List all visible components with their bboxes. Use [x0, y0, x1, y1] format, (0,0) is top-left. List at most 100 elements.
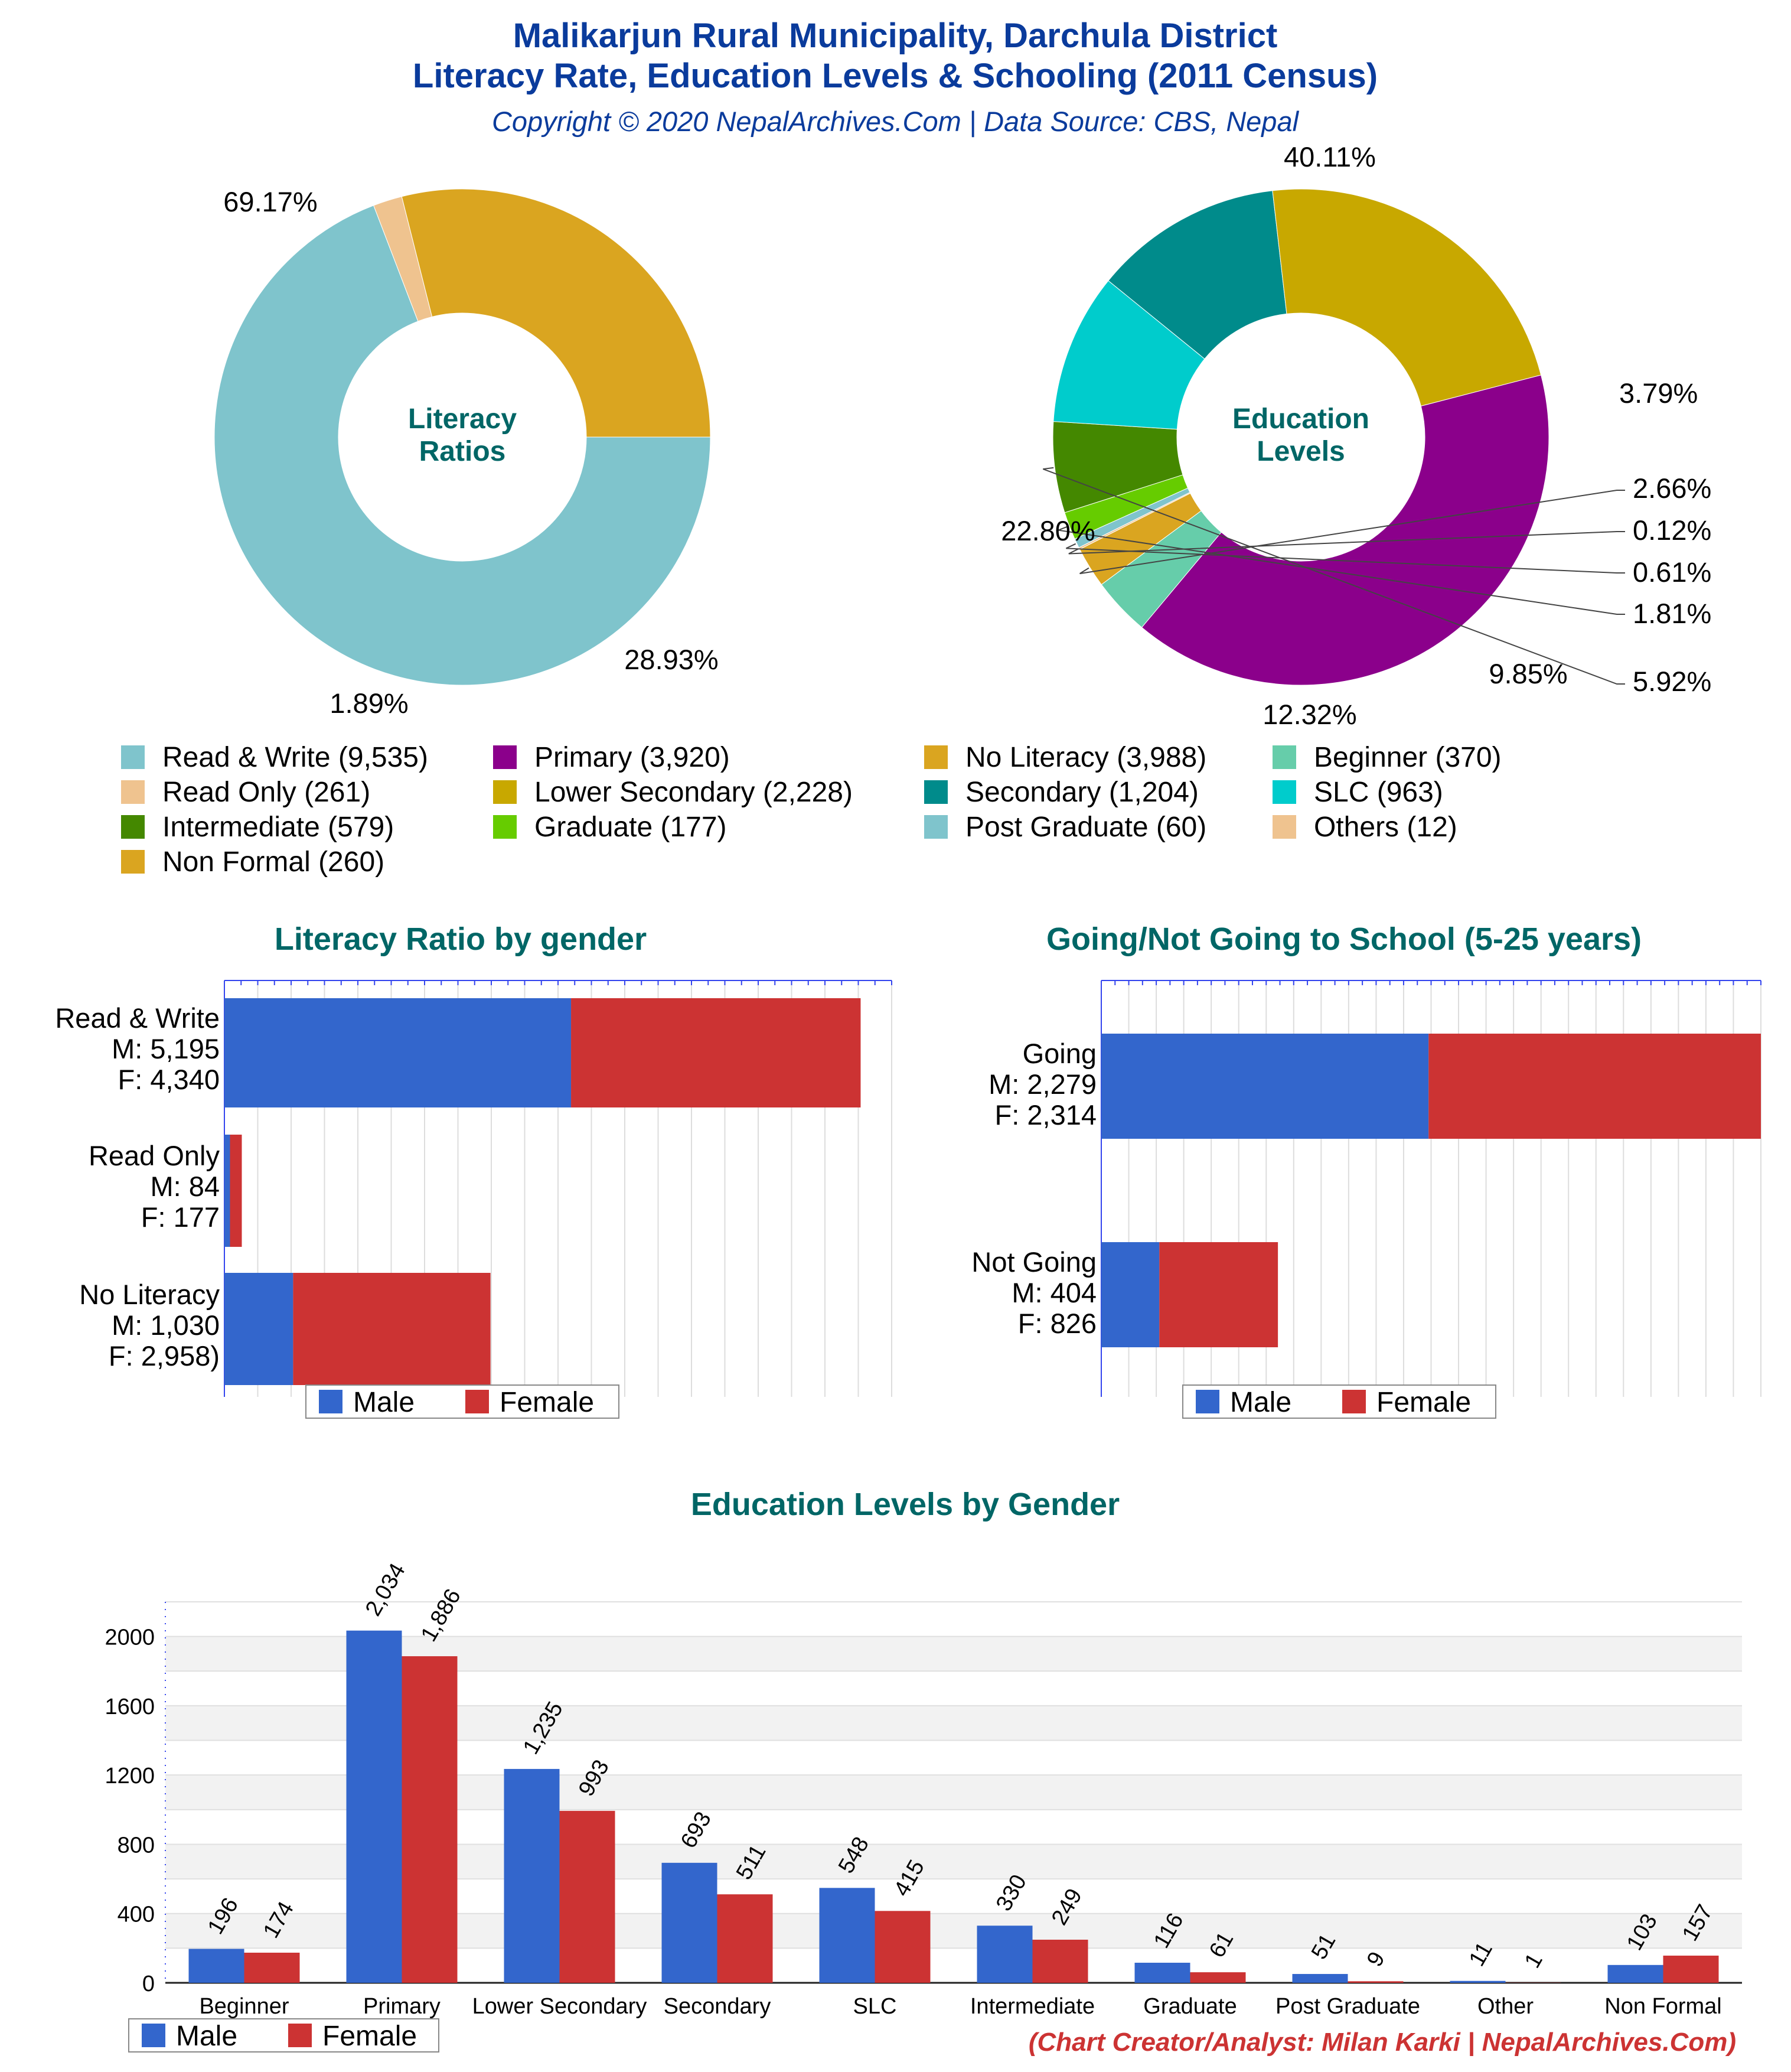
legend-label-male: Male — [176, 2021, 237, 2052]
legend-label-post-graduate: Post Graduate (60) — [965, 812, 1206, 843]
legend-swatch-non-formal — [121, 850, 145, 874]
pie2-pct-post-graduate: 0.61% — [1633, 556, 1711, 588]
pie2-pct-slc: 9.85% — [1489, 658, 1567, 689]
category-label-read-only-line2: M: 84 — [150, 1171, 220, 1202]
pie1-pct-no-literacy: 28.93% — [624, 644, 718, 675]
education-donut-center-line1: Education — [1232, 403, 1369, 435]
legend-label-read-write: Read & Write (9,535) — [162, 742, 428, 773]
legend-label-female: Female — [500, 1387, 594, 1418]
x-tick-post-graduate: Post Graduate — [1275, 1994, 1420, 2019]
pie2-pct-intermediate: 5.92% — [1633, 666, 1711, 697]
legend-label-slc: SLC (963) — [1314, 777, 1443, 808]
category-label-read-only-line3: F: 177 — [141, 1201, 220, 1233]
bar-graduate-female — [1190, 1972, 1246, 1983]
category-label-read-only-line1: Read Only — [89, 1140, 220, 1171]
bar-read-only-female — [230, 1135, 242, 1247]
legend-label-no-literacy: No Literacy (3,988) — [965, 742, 1206, 773]
page-subtitle: Copyright © 2020 NepalArchives.Com | Dat… — [492, 106, 1300, 137]
legend-swatch-male — [142, 2024, 165, 2047]
bar-intermediate-male — [977, 1926, 1033, 1983]
leader-line-post-graduate — [1065, 543, 1625, 574]
bar-primary-male — [346, 1630, 402, 1983]
education-levels-donut — [1052, 188, 1549, 686]
page-title-line1: Malikarjun Rural Municipality, Darchula … — [513, 17, 1278, 55]
legend-swatch-beginner — [1273, 745, 1296, 769]
category-label-not-going-line3: F: 826 — [1018, 1308, 1097, 1339]
legend-swatch-intermediate — [121, 815, 145, 839]
pie2-pct-lower-secondary: 22.80% — [1001, 515, 1095, 546]
y-tick-2000: 2000 — [105, 1625, 155, 1650]
x-tick-graduate: Graduate — [1143, 1994, 1237, 2019]
leader-line-others — [1068, 531, 1625, 555]
legend-label-lower-secondary: Lower Secondary (2,228) — [534, 777, 853, 808]
bar-post-graduate-male — [1292, 1974, 1348, 1983]
bar-slc-male — [819, 1888, 875, 1983]
bar-lower-secondary-male — [504, 1768, 560, 1983]
page-title-line2: Literacy Rate, Education Levels & School… — [413, 57, 1378, 95]
literacy-gender-title: Literacy Ratio by gender — [275, 921, 647, 957]
legend-label-others: Others (12) — [1314, 812, 1457, 843]
legend-swatch-female — [288, 2024, 312, 2047]
education-donut-leader-lines — [1042, 467, 1625, 685]
legend-box — [128, 2018, 439, 2053]
bar-lower-secondary-female — [559, 1810, 615, 1983]
legend-label-read-only: Read Only (261) — [162, 777, 370, 808]
pie2-pct-others: 0.12% — [1633, 514, 1711, 546]
x-tick-intermediate: Intermediate — [970, 1994, 1095, 2019]
education-donut-center-line2: Levels — [1257, 436, 1345, 467]
literacy-slice-no-literacy — [401, 188, 711, 438]
category-label-going-line1: Going — [1023, 1038, 1097, 1069]
grid-band — [165, 1602, 1742, 1637]
y-tick-400: 400 — [118, 1902, 155, 1927]
bar-no-literacy-female — [293, 1273, 491, 1385]
pie1-pct-read-write: 69.17% — [223, 186, 317, 217]
y-tick-1600: 1600 — [105, 1695, 155, 1719]
x-tick-slc: SLC — [853, 1994, 897, 2019]
bar-going-female — [1428, 1034, 1761, 1139]
y-tick-1200: 1200 — [105, 1764, 155, 1788]
pie2-pct-non-formal: 2.66% — [1633, 473, 1711, 504]
category-label-read-write-line2: M: 5,195 — [112, 1033, 220, 1064]
bar-slc-female — [875, 1911, 931, 1983]
x-tick-lower-secondary: Lower Secondary — [472, 1994, 647, 2019]
legend-swatch-female — [465, 1390, 489, 1413]
education-slice-secondary — [1108, 190, 1287, 360]
legend-swatch-lower-secondary — [493, 780, 517, 804]
pie1-pct-read-only: 1.89% — [330, 688, 408, 719]
education-slice-lower-secondary — [1272, 188, 1542, 407]
category-label-read-write-line1: Read & Write — [55, 1002, 220, 1034]
pie2-pct-graduate: 1.81% — [1633, 598, 1711, 629]
bar-read-only-male — [224, 1135, 230, 1247]
bar-beginner-female — [244, 1952, 300, 1983]
legend-label-female: Female — [322, 2021, 417, 2052]
bar-not-going-male — [1101, 1242, 1160, 1347]
legend-swatch-others — [1273, 815, 1296, 839]
bar-intermediate-female — [1032, 1939, 1088, 1983]
literacy-ratios-donut — [214, 188, 711, 686]
bar-going-male — [1101, 1034, 1429, 1139]
pie2-pct-secondary: 12.32% — [1262, 699, 1356, 730]
leader-line-intermediate — [1042, 467, 1625, 685]
legend-swatch-secondary — [924, 780, 948, 804]
x-tick-secondary: Secondary — [664, 1994, 771, 2019]
bar-no-literacy-male — [224, 1273, 293, 1385]
x-tick-non-formal: Non Formal — [1604, 1994, 1722, 2019]
bar-non-formal-female — [1663, 1955, 1719, 1983]
pie-legend: Read & Write (9,535) Primary (3,920) No Li… — [121, 742, 1502, 878]
x-tick-beginner: Beginner — [199, 1994, 289, 2019]
x-tick-primary: Primary — [363, 1994, 441, 2019]
category-label-going-line3: F: 2,314 — [995, 1099, 1097, 1131]
category-label-read-write-line3: F: 4,340 — [118, 1064, 220, 1095]
category-label-not-going-line2: M: 404 — [1012, 1277, 1097, 1308]
legend-box — [305, 1384, 619, 1419]
school-gender-title: Going/Not Going to School (5-25 years) — [1046, 921, 1642, 957]
bar-non-formal-male — [1607, 1965, 1663, 1983]
legend-swatch-graduate — [493, 815, 517, 839]
legend-label-primary: Primary (3,920) — [534, 742, 730, 773]
category-label-no-literacy-line3: F: 2,958) — [109, 1340, 220, 1371]
education-slice-slc — [1053, 280, 1205, 430]
category-label-going-line2: M: 2,279 — [989, 1068, 1097, 1100]
legend-label-male: Male — [1230, 1387, 1291, 1418]
